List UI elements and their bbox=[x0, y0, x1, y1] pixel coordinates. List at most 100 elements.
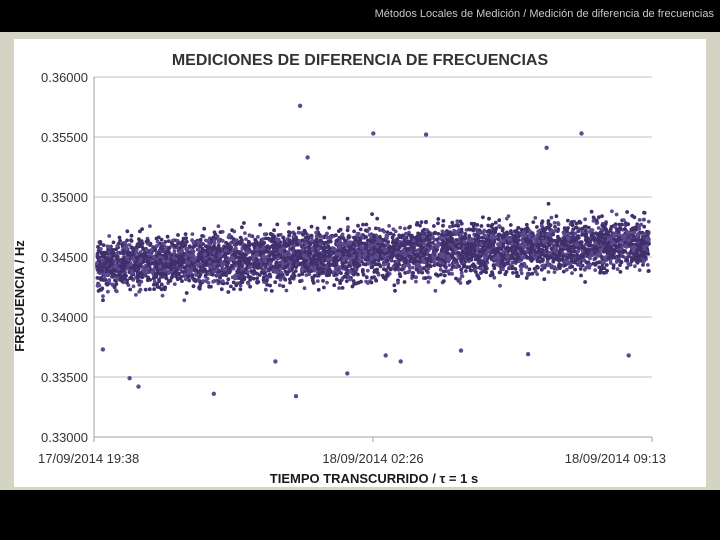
data-point bbox=[255, 247, 259, 252]
data-point bbox=[370, 212, 374, 217]
data-point bbox=[115, 244, 120, 248]
data-point bbox=[329, 235, 334, 239]
data-point bbox=[392, 283, 397, 288]
data-point bbox=[533, 255, 538, 260]
data-point bbox=[578, 256, 582, 260]
data-point bbox=[246, 261, 251, 266]
data-point bbox=[306, 267, 310, 272]
data-point bbox=[131, 247, 135, 252]
data-point bbox=[344, 266, 349, 271]
data-point bbox=[318, 241, 323, 246]
data-point bbox=[546, 231, 550, 236]
data-point bbox=[561, 254, 566, 258]
data-point bbox=[275, 222, 280, 227]
y-tick-label: 0.33500 bbox=[41, 370, 88, 385]
data-point bbox=[631, 234, 636, 239]
data-point bbox=[574, 242, 578, 247]
data-point bbox=[226, 290, 231, 294]
data-point bbox=[348, 260, 352, 264]
data-point bbox=[197, 286, 202, 291]
data-point bbox=[156, 235, 161, 240]
data-point bbox=[310, 276, 315, 280]
data-point bbox=[103, 261, 108, 266]
data-point bbox=[527, 250, 531, 255]
data-point bbox=[626, 238, 631, 243]
data-point bbox=[599, 230, 604, 235]
data-point bbox=[362, 254, 366, 259]
data-point bbox=[244, 237, 248, 242]
data-point bbox=[264, 236, 268, 241]
data-point bbox=[422, 266, 426, 270]
data-point bbox=[645, 263, 650, 267]
data-point bbox=[210, 245, 214, 250]
data-point bbox=[247, 241, 252, 246]
data-point bbox=[608, 261, 613, 265]
data-point bbox=[398, 225, 403, 230]
data-point bbox=[601, 260, 605, 265]
data-point bbox=[546, 201, 551, 206]
data-point bbox=[274, 245, 279, 250]
data-point bbox=[524, 222, 529, 227]
data-point bbox=[253, 237, 258, 242]
data-point bbox=[344, 243, 348, 248]
data-point bbox=[373, 226, 378, 231]
data-point bbox=[220, 239, 225, 243]
data-point bbox=[262, 258, 267, 263]
data-point bbox=[523, 227, 528, 232]
data-point bbox=[219, 287, 224, 292]
data-point bbox=[637, 268, 642, 272]
data-point bbox=[358, 227, 363, 232]
data-point bbox=[198, 237, 203, 242]
data-point bbox=[242, 244, 247, 249]
data-point bbox=[552, 221, 557, 225]
data-point bbox=[554, 250, 559, 255]
data-point bbox=[308, 242, 312, 247]
data-point bbox=[204, 238, 208, 243]
data-point bbox=[642, 245, 647, 249]
data-point bbox=[180, 240, 185, 244]
data-point bbox=[194, 268, 199, 272]
data-point bbox=[163, 253, 167, 257]
data-point bbox=[606, 250, 611, 254]
data-point bbox=[314, 230, 318, 235]
data-point bbox=[609, 224, 614, 229]
data-point bbox=[385, 230, 390, 235]
data-point bbox=[137, 282, 142, 286]
data-point bbox=[547, 243, 552, 248]
data-point bbox=[111, 275, 115, 279]
data-point bbox=[623, 249, 627, 253]
data-point bbox=[175, 239, 180, 243]
data-point bbox=[584, 265, 588, 270]
data-point bbox=[385, 272, 390, 277]
data-point bbox=[190, 232, 195, 237]
data-point bbox=[638, 253, 643, 258]
data-point bbox=[137, 289, 142, 294]
data-point bbox=[472, 221, 477, 226]
data-point bbox=[382, 267, 386, 271]
data-point bbox=[532, 236, 537, 240]
data-point bbox=[309, 265, 314, 270]
data-point bbox=[269, 239, 274, 244]
data-point bbox=[296, 230, 301, 235]
data-point bbox=[125, 229, 130, 234]
data-point bbox=[432, 224, 436, 228]
data-point bbox=[300, 268, 304, 273]
data-point bbox=[382, 248, 387, 253]
data-point bbox=[446, 269, 451, 273]
data-point bbox=[276, 233, 281, 238]
data-point bbox=[255, 280, 260, 285]
data-point bbox=[325, 235, 329, 240]
data-point bbox=[608, 237, 613, 242]
data-point bbox=[276, 243, 281, 247]
data-point bbox=[403, 226, 407, 231]
data-point bbox=[569, 257, 574, 262]
data-point bbox=[170, 241, 174, 246]
data-point bbox=[450, 220, 455, 225]
data-point bbox=[287, 242, 292, 247]
data-point bbox=[428, 232, 433, 237]
data-point bbox=[515, 274, 519, 278]
data-point bbox=[132, 267, 137, 272]
data-point bbox=[291, 234, 296, 239]
data-point bbox=[599, 265, 604, 270]
data-point bbox=[467, 234, 472, 238]
